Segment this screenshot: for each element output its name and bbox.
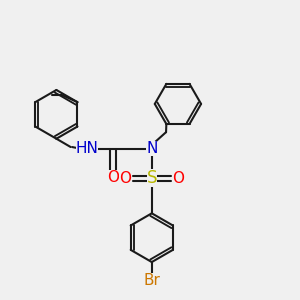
Text: O: O [172,171,184,186]
Text: Br: Br [143,273,160,288]
Text: S: S [146,169,157,187]
Text: O: O [119,171,131,186]
Text: N: N [146,141,158,156]
Text: HN: HN [76,141,98,156]
Text: O: O [107,170,119,185]
